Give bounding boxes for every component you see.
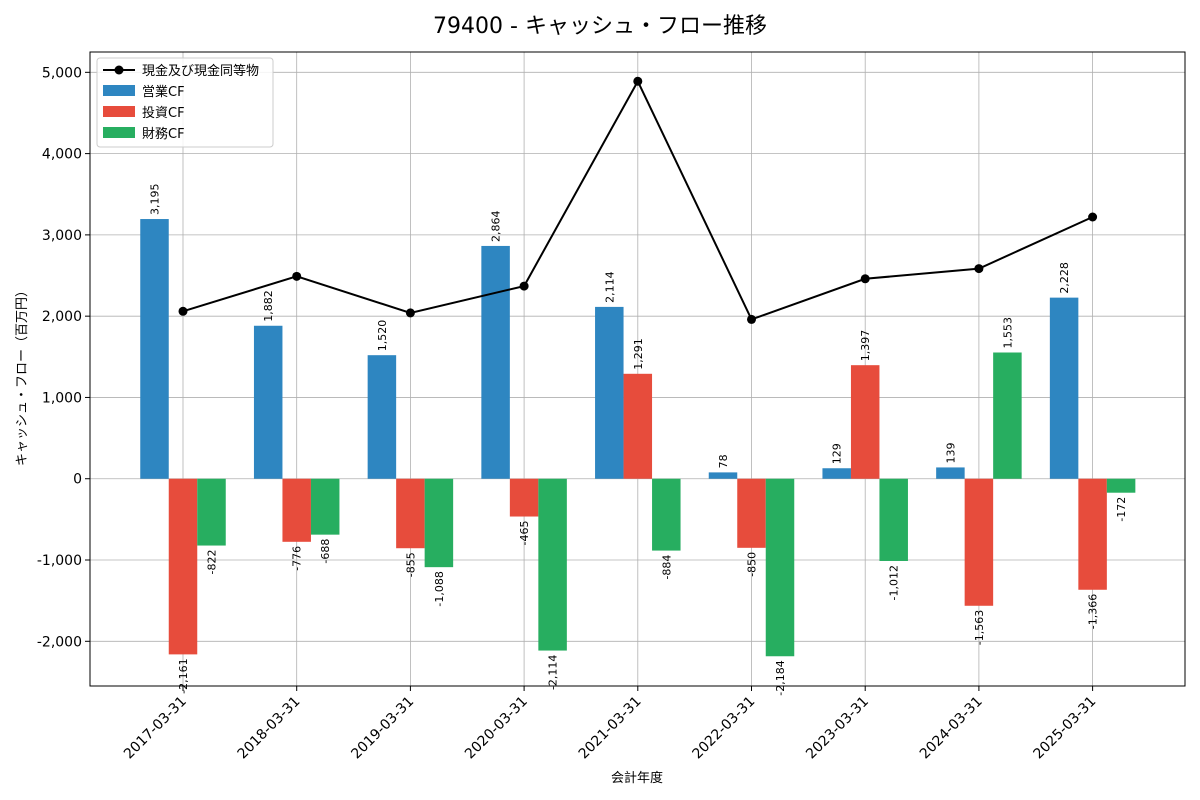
bar-value-label: 1,553 — [1001, 317, 1014, 349]
cash-line — [178, 76, 1098, 324]
bar-value-label: -1,088 — [433, 571, 446, 606]
y-tick-label: 4,000 — [42, 147, 82, 163]
grid — [90, 52, 1185, 686]
bar-value-label: 129 — [831, 443, 844, 464]
y-tick-label: 3,000 — [42, 228, 82, 244]
bar-value-label: -688 — [319, 539, 332, 564]
legend-label: 財務CF — [142, 127, 185, 142]
x-tick-label: 2025-03-31 — [1031, 694, 1100, 763]
x-tick-label: 2021-03-31 — [576, 694, 645, 763]
bar-value-label: -1,366 — [1087, 594, 1100, 629]
bar-value-label: 2,864 — [490, 210, 503, 241]
x-tick-label: 2018-03-31 — [235, 694, 304, 763]
cash-line-point — [860, 274, 870, 284]
bar-3 — [538, 478, 567, 651]
bar-3 — [765, 478, 795, 657]
bar-2 — [1078, 478, 1107, 590]
legend-box — [96, 57, 274, 148]
bar-value-label: 2,114 — [603, 271, 616, 303]
axes: -2,000 -1,000 0 1,000 2,000 3,000 4,000 5,000 20… — [37, 65, 1100, 762]
bar-value-label: 3,195 — [149, 184, 162, 216]
bar-value-label: -850 — [746, 552, 759, 577]
x-tick-label: 2017-03-31 — [121, 694, 190, 763]
bar-1 — [822, 468, 851, 479]
bar-2 — [396, 478, 425, 549]
bar-3 — [652, 478, 681, 551]
bar-value-label: -2,161 — [177, 658, 190, 693]
y-tick-label: -1,000 — [37, 553, 82, 569]
bar-2 — [509, 478, 539, 517]
x-axis-label: 会計年度 — [611, 770, 663, 786]
y-tick-label: 0 — [73, 472, 82, 488]
bar-value-label: 1,882 — [262, 290, 275, 322]
bar-2 — [737, 478, 766, 548]
x-tick-label: 2019-03-31 — [348, 694, 417, 763]
bar-value-label: -465 — [518, 521, 531, 546]
bar-value-label: 1,520 — [376, 320, 389, 352]
y-tick-label: 5,000 — [42, 65, 82, 81]
cash-line-point — [1088, 212, 1098, 222]
bar-3 — [993, 352, 1022, 479]
bar-1 — [1049, 297, 1079, 479]
chart-title: 79400 - キャッシュ・フロー推移 — [433, 14, 767, 39]
x-tick-label: 2024-03-31 — [917, 694, 986, 763]
bar-1 — [367, 355, 397, 479]
cash-line-point — [519, 281, 529, 291]
legend-label: 投資CF — [142, 105, 185, 121]
bar-2 — [282, 478, 311, 542]
legend-swatch — [103, 127, 135, 138]
bar-3 — [879, 478, 908, 561]
bar-value-label: 1,291 — [632, 338, 645, 370]
legend-swatch — [103, 106, 135, 117]
cash-line-point — [974, 264, 984, 274]
bar-1 — [253, 325, 283, 479]
legend-line-marker — [114, 65, 124, 75]
y-tick-label: 1,000 — [42, 390, 82, 406]
y-tick-label: -2,000 — [37, 634, 82, 650]
bar-3 — [197, 478, 226, 546]
bar-1 — [140, 219, 169, 479]
legend-swatch — [103, 85, 135, 96]
cash-line-point — [178, 306, 188, 316]
cash-line-point — [405, 308, 415, 318]
bar-labels: 3,195 1,882 1,520 2,864 2,114 78 129 139 2,228 -2… — [149, 184, 1129, 696]
bar-3 — [310, 478, 340, 535]
y-tick-label: 2,000 — [42, 309, 82, 325]
cash-line-point — [292, 271, 302, 281]
bar-value-label: -1,563 — [973, 610, 986, 645]
legend-label: 営業CF — [142, 84, 185, 100]
x-tick-label: 2020-03-31 — [462, 694, 531, 763]
bar-value-label: 1,397 — [859, 330, 872, 362]
bar-value-label: -884 — [660, 555, 673, 580]
legend-label: 現金及び現金同等物 — [142, 63, 259, 79]
y-axis-label: キャッシュ・フロー（百万円） — [15, 284, 30, 466]
x-tick-label: 2022-03-31 — [689, 694, 758, 763]
bar-value-label: -2,184 — [774, 660, 787, 695]
cash-line-point — [633, 76, 643, 86]
bar-2 — [850, 365, 880, 479]
cash-line-point — [747, 314, 756, 324]
bar-value-label: 2,228 — [1058, 262, 1071, 294]
x-tick-label: 2023-03-31 — [803, 694, 872, 763]
bar-2 — [168, 478, 198, 655]
bar-3 — [424, 478, 454, 568]
bar-3 — [1106, 478, 1136, 493]
bar-value-label: -1,012 — [888, 565, 901, 600]
bar-value-label: -776 — [291, 546, 304, 571]
bar-2 — [623, 373, 653, 479]
bar-1 — [595, 306, 624, 479]
bar-value-label: -855 — [404, 552, 417, 577]
bars — [140, 219, 1136, 657]
bar-value-label: -172 — [1115, 497, 1128, 522]
bar-1 — [708, 472, 738, 479]
bar-2 — [964, 478, 994, 606]
bar-value-label: -822 — [206, 550, 219, 575]
bar-1 — [481, 245, 510, 479]
bar-value-label: 78 — [717, 454, 730, 468]
bar-value-label: -2,114 — [547, 655, 560, 690]
bar-1 — [936, 467, 965, 479]
bar-value-label: 139 — [944, 442, 957, 463]
